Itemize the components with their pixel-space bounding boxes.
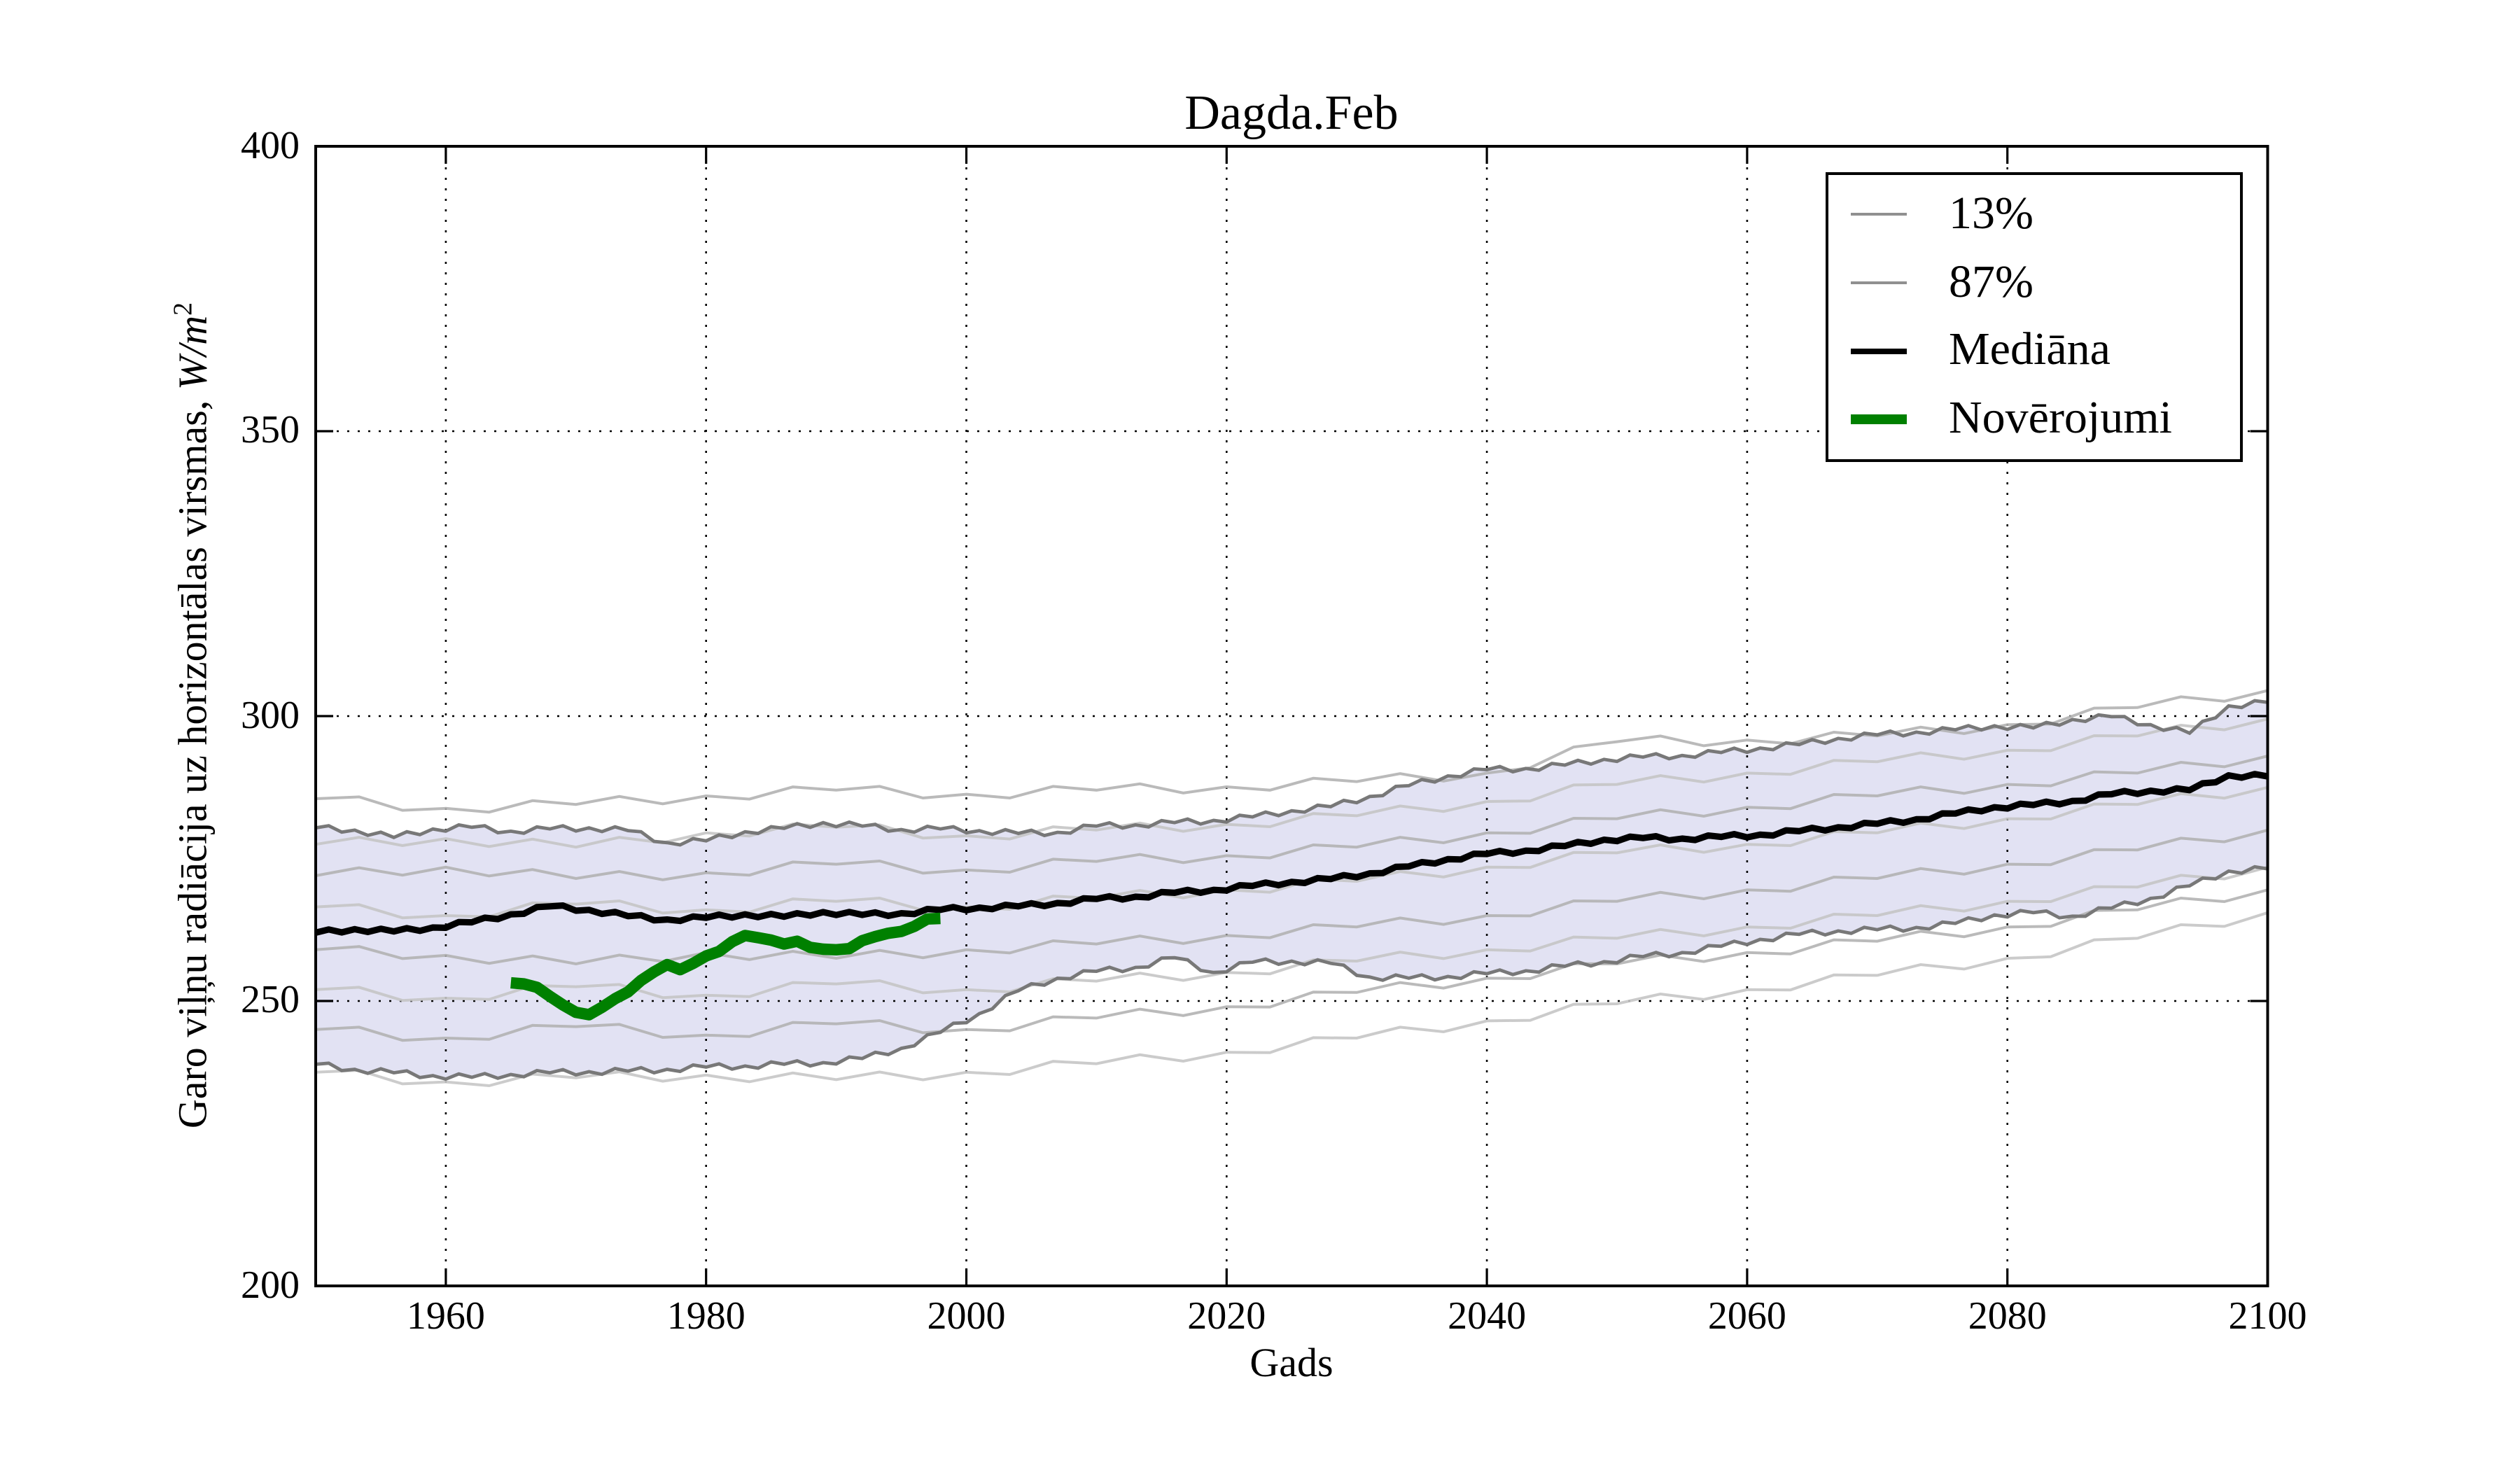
y-tick-label: 200 bbox=[241, 1264, 300, 1307]
ensemble-lines bbox=[315, 689, 2269, 1088]
y-axis-label-units: W/m bbox=[171, 315, 216, 391]
x-tick-label: 1980 bbox=[666, 1295, 746, 1338]
legend-entry-13pct: 13% bbox=[1828, 188, 2240, 239]
y-tick-label: 350 bbox=[241, 409, 300, 452]
observations-line-sample bbox=[1851, 414, 1907, 425]
x-tick-label: 2060 bbox=[1707, 1295, 1786, 1338]
y-axis-label-text: Garo viļņu radiācija uz horizontālas vir… bbox=[171, 390, 216, 1129]
chart-title: Dagda.Feb bbox=[1184, 85, 1399, 140]
ensemble-member-line bbox=[315, 718, 2269, 849]
ensemble-member-line bbox=[315, 865, 2269, 1002]
legend-entry-median: Mediāna bbox=[1828, 328, 2240, 374]
quantile-13-line-sample bbox=[1851, 213, 1907, 216]
y-tick-label: 300 bbox=[241, 694, 300, 737]
ensemble-member-line bbox=[315, 888, 2269, 1042]
quantile-87-line-sample bbox=[1851, 281, 1907, 285]
median-line-sample bbox=[1851, 348, 1907, 355]
legend-entry-observations: Novērojumi bbox=[1828, 396, 2240, 442]
median-line bbox=[314, 771, 2269, 936]
x-tick-label: 2040 bbox=[1448, 1295, 1527, 1338]
x-tick-label: 2020 bbox=[1187, 1295, 1266, 1338]
quantile-87-line bbox=[315, 699, 2268, 847]
legend-entry-87pct: 87% bbox=[1828, 257, 2240, 308]
ensemble-member-line bbox=[315, 755, 2269, 881]
legend-label: 87% bbox=[1949, 257, 2033, 308]
y-axis-label-exponent: 2 bbox=[169, 302, 199, 316]
legend-label: Novērojumi bbox=[1949, 393, 2172, 444]
y-tick-label: 250 bbox=[241, 979, 300, 1022]
x-tick-label: 2080 bbox=[1968, 1295, 2047, 1338]
x-axis-label: Gads bbox=[1250, 1341, 1334, 1386]
ensemble-member-line bbox=[315, 828, 2269, 966]
legend-label: 13% bbox=[1949, 188, 2033, 239]
legend-label: Mediāna bbox=[1949, 325, 2110, 376]
observations-line bbox=[510, 912, 941, 1021]
y-axis-label: Garo viļņu radiācija uz horizontālas vir… bbox=[169, 302, 217, 1128]
ensemble-member-line bbox=[315, 785, 2269, 920]
legend: 13% 87% Mediāna Novērojumi bbox=[1826, 172, 2243, 462]
y-tick-label: 400 bbox=[241, 124, 300, 167]
ensemble-member-line bbox=[315, 689, 2269, 814]
x-tick-label: 2100 bbox=[2228, 1295, 2307, 1338]
quantile-band-fill bbox=[316, 701, 2268, 1079]
quantile-13-line bbox=[315, 864, 2268, 1082]
x-tick-label: 1960 bbox=[406, 1295, 485, 1338]
x-tick-label: 2000 bbox=[927, 1295, 1006, 1338]
tick-marks bbox=[316, 145, 2269, 1287]
ensemble-member-line bbox=[315, 911, 2269, 1088]
